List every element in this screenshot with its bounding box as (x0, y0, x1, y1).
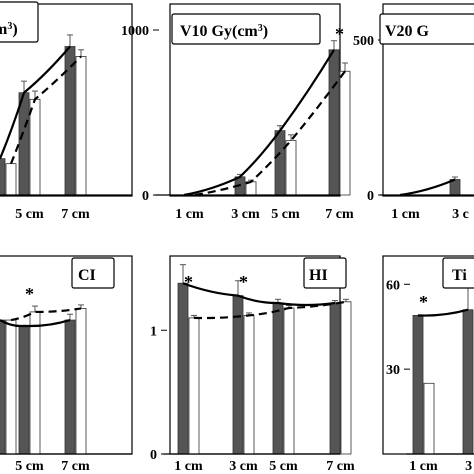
chart-panel: 0 1000 1 cm 3 cm 5 cm 7 cm V10 Gy(cm3) * (121, 3, 354, 222)
bar (0, 319, 6, 455)
trend-line-solid (0, 319, 71, 328)
y-tick-label: 0 (367, 189, 374, 204)
bar (5, 319, 17, 455)
bar (0, 158, 6, 196)
y-tick-label: 500 (353, 34, 374, 49)
panel-title: V10 Gy(cm3) (180, 23, 268, 41)
bar (329, 302, 341, 455)
bar (272, 302, 284, 455)
x-tick-label: 3 c (452, 207, 469, 222)
panel-title: m3) (0, 21, 18, 39)
chart-panel: 30 60 1 cm 3 c Ti * (382, 255, 474, 474)
trend-line-dashed (193, 300, 347, 320)
bar (29, 98, 41, 196)
panel-title: CI (78, 267, 96, 284)
x-tick-label: 3 cm (229, 459, 258, 474)
trend-line-solid (399, 178, 456, 197)
bar (64, 319, 76, 455)
chart-panel: 0 1 1 cm 3 cm 5 cm 7 cm HI * * (150, 255, 355, 474)
x-tick-label: 5 cm (15, 207, 44, 222)
bar (274, 130, 286, 196)
bar (188, 317, 200, 455)
x-tick-label: 7 cm (326, 459, 355, 474)
x-tick-label: 1 cm (409, 459, 438, 474)
trend-line-solid (183, 49, 335, 197)
bar (423, 382, 435, 455)
bar (340, 301, 352, 455)
trend-line-solid (0, 45, 71, 160)
significance-marker: * (239, 272, 248, 292)
chart-panel: 0 500 1 cm 3 c V20 G (353, 3, 474, 222)
y-tick-label: 1 (150, 324, 157, 339)
x-tick-label: 7 cm (325, 207, 354, 222)
panel-frame (0, 3, 133, 197)
bar (243, 314, 255, 455)
x-tick-label: 5 cm (271, 207, 300, 222)
chart-panel: 5 cm 7 cm m3) (0, 1, 133, 222)
bar (29, 311, 41, 455)
title-box (442, 257, 474, 289)
significance-marker: * (335, 24, 344, 44)
panel-frame (382, 3, 474, 197)
significance-marker: * (419, 292, 428, 312)
bar (412, 314, 424, 455)
bar (75, 56, 87, 196)
chart-panel: 5 cm 7 cm CI * (0, 255, 133, 474)
panel-title: V20 G (385, 23, 430, 40)
title-box (303, 257, 347, 289)
x-tick-label: 5 cm (15, 459, 44, 474)
significance-marker: * (25, 284, 34, 304)
x-tick-label: 5 cm (269, 459, 298, 474)
y-tick-label: 0 (150, 448, 157, 463)
trend-line-dashed (194, 70, 346, 197)
bar (18, 92, 30, 196)
y-tick-label: 60 (386, 278, 400, 293)
trend-line-dashed (9, 55, 82, 165)
bar (462, 309, 474, 455)
bar (283, 307, 295, 455)
y-tick-label: 1000 (121, 24, 149, 39)
significance-marker: * (184, 272, 193, 292)
x-tick-label: 7 cm (61, 207, 90, 222)
trend-line-dashed (10, 307, 82, 322)
x-tick-label: 3 cm (231, 207, 260, 222)
bar (64, 46, 76, 196)
x-tick-label: 7 cm (61, 459, 90, 474)
bar (285, 140, 297, 196)
title-box (0, 1, 39, 43)
x-tick-label: 1 cm (391, 207, 420, 222)
bar (339, 70, 351, 196)
bar (328, 49, 340, 196)
bar (232, 295, 244, 455)
bar (5, 163, 17, 196)
x-tick-label: 1 cm (174, 459, 203, 474)
trend-line-solid (182, 282, 336, 307)
panel-title: Ti (452, 267, 467, 284)
x-tick-label: 3 c (465, 459, 474, 474)
bar (177, 282, 189, 455)
title-box (171, 13, 321, 45)
trend-line-solid (417, 308, 469, 317)
panel-title: HI (309, 267, 328, 284)
y-tick-label: 0 (142, 189, 149, 204)
y-tick-label: 30 (386, 363, 400, 378)
title-box (71, 257, 115, 289)
bar (75, 308, 87, 455)
x-tick-label: 1 cm (175, 207, 204, 222)
bar (18, 325, 30, 455)
title-box (379, 13, 474, 45)
